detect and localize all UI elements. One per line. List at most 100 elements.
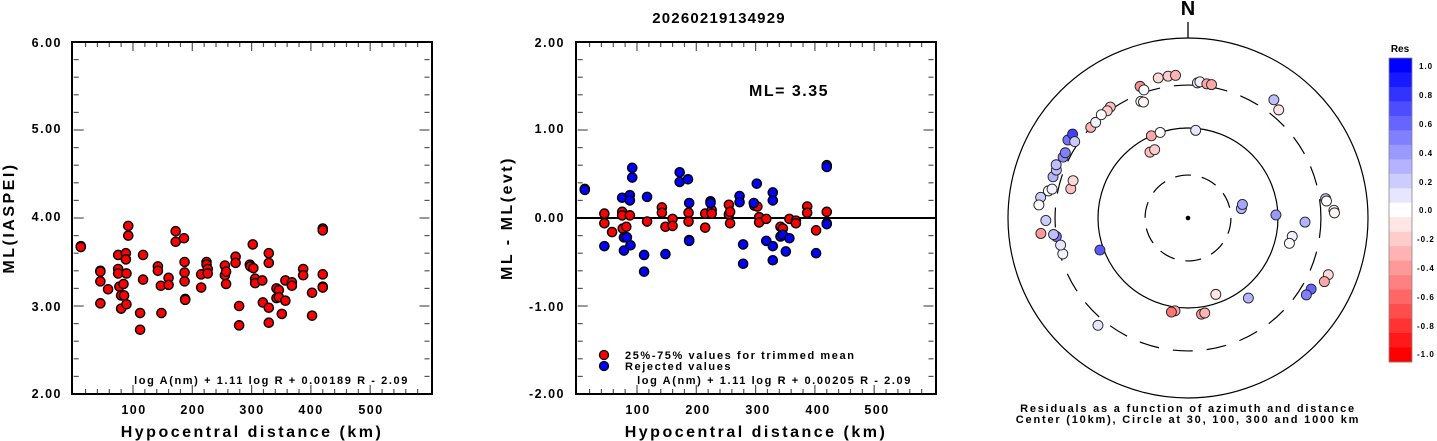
- colorbar-tick-label: 1.0: [1419, 62, 1433, 71]
- x-tick-label: 200: [685, 403, 710, 417]
- accepted-point: [75, 241, 87, 253]
- station-residual-point: [1321, 195, 1332, 207]
- legend-label-accepted: 25%-75% values for trimmed mean: [625, 350, 856, 362]
- colorbar-band: [1389, 188, 1412, 204]
- accepted-point: [95, 298, 106, 309]
- colorbar-band: [1389, 318, 1412, 334]
- colorbar-band: [1389, 115, 1412, 131]
- rejected-point: [734, 196, 745, 208]
- rejected-point: [767, 240, 779, 252]
- accepted-point: [220, 266, 232, 277]
- station-residual-point: [1268, 94, 1280, 106]
- colorbar-band: [1389, 246, 1412, 262]
- y-tick-label: 3.00: [32, 300, 62, 314]
- y-tick-label: 0.00: [535, 211, 565, 225]
- colorbar-tick-label: -0.2: [1417, 235, 1435, 244]
- station-residual-point: [1057, 248, 1069, 260]
- station-residual-point: [1138, 84, 1150, 96]
- colorbar-labels: 1.0 0.8 0.6 0.4 0.2 0.0 -0.2 -0.4 -0.6 -…: [1417, 62, 1435, 359]
- accepted-point: [724, 206, 736, 218]
- accepted-point: [163, 279, 174, 291]
- colorbar-tick-label: -0.8: [1417, 322, 1435, 331]
- accepted-point: [790, 217, 802, 229]
- station-residual-point: [1206, 79, 1217, 91]
- x-tick-label: 500: [864, 403, 889, 417]
- rejected-point: [626, 172, 638, 183]
- y-tick-label: 5.00: [32, 122, 62, 136]
- formula-annotation: log A(nm) + 1.11 log R + 0.00205 R - 2.0…: [637, 375, 912, 387]
- accepted-point: [306, 310, 318, 321]
- colorbar-tick-label: 0.4: [1419, 149, 1433, 158]
- y-tick-label: 2.00: [32, 387, 62, 401]
- residual-data-points: [579, 159, 833, 277]
- accepted-point: [667, 220, 678, 232]
- distance-ring-300km: [1054, 84, 1322, 352]
- residual-plot-frame: [575, 41, 937, 395]
- accepted-point: [122, 230, 134, 241]
- y-axis-title: ML(IASPEI): [1, 162, 18, 273]
- accepted-point: [297, 269, 309, 281]
- station-residual-point: [1236, 198, 1248, 210]
- ml-value-label: ML= 3.35: [749, 83, 829, 100]
- rejected-point: [821, 218, 833, 230]
- residual-vs-distance-plot: 2.00 1.00 0.00 -1.00 -2.00 100 200 300 4…: [499, 36, 937, 441]
- x-tick-label: 300: [745, 403, 770, 417]
- y-tick-label: 2.00: [535, 36, 565, 50]
- accepted-point: [724, 217, 736, 229]
- rejected-point: [810, 247, 822, 259]
- x-tick-label: 300: [239, 403, 264, 417]
- colorbar-band: [1389, 86, 1412, 102]
- formula-annotation: log A(nm) + 1.11 log R + 0.00189 R - 2.0…: [134, 375, 409, 387]
- accepted-point: [801, 207, 813, 219]
- accepted-point: [179, 256, 190, 268]
- x-tick-label: 500: [358, 403, 383, 417]
- accepted-point: [706, 208, 718, 219]
- colorbar-band: [1389, 202, 1412, 218]
- station-residual-point: [1273, 104, 1285, 116]
- accepted-point: [317, 282, 329, 293]
- accepted-point: [230, 257, 241, 269]
- polar-caption-line1: Residuals as a function of azimuth and d…: [1020, 403, 1356, 415]
- station-residual-point: [1199, 307, 1211, 319]
- colorbar-band: [1389, 144, 1412, 160]
- station-residual-point: [1170, 69, 1181, 81]
- colorbar-tick-label: 0.6: [1419, 120, 1433, 129]
- rejected-point: [705, 197, 716, 209]
- accepted-point: [821, 206, 833, 218]
- epicenter-marker: [1185, 215, 1191, 221]
- accepted-point: [233, 320, 245, 331]
- accepted-point: [624, 210, 636, 221]
- x-tick-label: 400: [298, 403, 323, 417]
- accepted-point: [276, 308, 288, 320]
- accepted-point: [263, 257, 275, 269]
- azimuth-distance-plot: N Residuals as a function of azimuth and…: [1007, 0, 1435, 426]
- rejected-point: [748, 197, 760, 209]
- accepted-point: [120, 254, 132, 265]
- rejected-point: [641, 191, 653, 203]
- colorbar-band: [1389, 130, 1412, 146]
- rejected-point: [780, 246, 792, 257]
- colorbar-title: Res: [1391, 44, 1410, 55]
- residual-station-points: [1033, 69, 1340, 331]
- accepted-point: [233, 300, 245, 312]
- accepted-point: [280, 295, 291, 307]
- accepted-point: [683, 207, 694, 219]
- accepted-point: [256, 275, 268, 286]
- colorbar-band: [1389, 231, 1412, 247]
- accepted-point: [195, 282, 207, 293]
- colorbar-band: [1389, 260, 1412, 276]
- rejected-point: [821, 161, 833, 173]
- accepted-point: [118, 290, 130, 301]
- station-residual-point: [1090, 116, 1102, 128]
- x-tick-label: 100: [625, 403, 650, 417]
- station-residual-point: [1149, 144, 1161, 156]
- station-residual-point: [1033, 199, 1045, 211]
- accepted-point: [599, 217, 610, 229]
- accepted-point: [621, 221, 632, 233]
- colorbar-frame: [1388, 57, 1413, 363]
- rejected-point: [599, 240, 610, 252]
- polar-caption-line2: Center (10km), Circle at 30, 100, 300 an…: [1016, 414, 1360, 426]
- rejected-point: [624, 195, 636, 206]
- ml-vs-distance-plot: 6.00 5.00 4.00 3.00 2.00 100 200 300 400…: [1, 36, 433, 441]
- station-residual-point: [1095, 109, 1107, 121]
